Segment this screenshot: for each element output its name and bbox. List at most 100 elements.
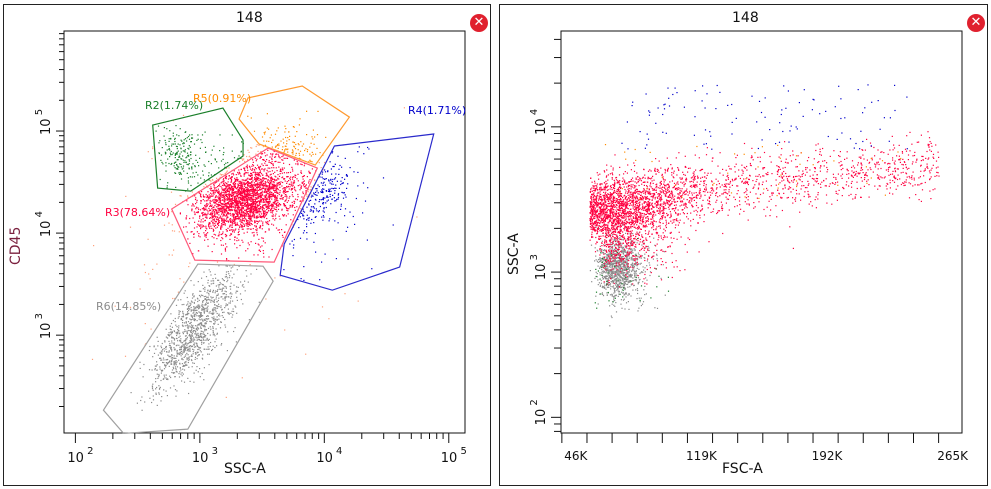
event-dot <box>306 232 308 234</box>
event-dot <box>249 224 251 226</box>
event-dot <box>272 193 274 195</box>
event-dot <box>226 281 228 283</box>
event-dot <box>254 169 256 171</box>
event-dot <box>168 148 170 150</box>
event-dot <box>255 160 257 162</box>
event-dot <box>279 275 281 277</box>
event-dot <box>200 226 202 228</box>
event-dot <box>231 223 233 225</box>
event-dot <box>275 217 277 220</box>
event-dot <box>262 164 264 167</box>
event-dot <box>620 303 622 305</box>
event-dot <box>306 151 308 153</box>
event-dot <box>291 183 293 185</box>
event-dot <box>183 340 185 342</box>
event-dot <box>190 314 192 316</box>
gate-r2[interactable] <box>152 107 244 192</box>
event-dot <box>241 181 243 183</box>
event-dot <box>617 270 619 272</box>
y-tick-label: 10 3 <box>34 313 54 339</box>
event-dot <box>262 252 265 254</box>
event-dot <box>256 144 258 146</box>
event-dot <box>257 211 259 214</box>
event-dot <box>247 159 249 161</box>
event-dot <box>261 193 264 195</box>
event-dot <box>284 125 286 127</box>
event-dot <box>303 180 305 182</box>
event-dot <box>639 272 641 275</box>
event-dot <box>158 393 160 395</box>
event-dot <box>228 209 230 211</box>
event-dot <box>174 140 176 143</box>
event-dot <box>241 158 243 160</box>
event-dot <box>187 361 189 364</box>
event-dot <box>197 337 199 339</box>
event-dot <box>260 173 263 175</box>
event-dot <box>239 226 241 229</box>
event-dot <box>247 196 250 199</box>
event-dot <box>240 214 242 216</box>
gate-r4[interactable] <box>279 133 435 291</box>
gate-r6[interactable] <box>102 263 274 435</box>
event-dot <box>203 186 205 188</box>
event-dot <box>649 274 651 277</box>
event-dot <box>174 321 176 323</box>
event-dot <box>193 236 195 238</box>
event-dot <box>263 191 265 193</box>
event-dot <box>323 181 325 183</box>
event-dot <box>231 134 233 136</box>
event-dot <box>274 189 276 192</box>
event-dot <box>213 202 215 204</box>
event-dot <box>186 336 188 338</box>
event-dot <box>622 292 624 294</box>
event-dot <box>91 358 94 360</box>
event-dot <box>196 366 198 368</box>
event-dot <box>268 209 270 211</box>
event-dot <box>227 206 229 208</box>
event-dot <box>338 187 340 189</box>
event-dot <box>182 365 184 367</box>
event-dot <box>591 281 593 283</box>
event-dot <box>223 223 225 226</box>
event-dot <box>160 359 162 361</box>
event-dot <box>265 199 267 201</box>
event-dot <box>193 211 195 213</box>
event-dot <box>251 178 253 180</box>
gate-r5[interactable] <box>238 85 351 166</box>
event-dot <box>170 191 173 193</box>
event-dot <box>195 336 197 338</box>
event-dot <box>272 178 274 180</box>
event-dot <box>609 325 611 327</box>
event-dot <box>187 354 189 356</box>
event-dot <box>208 224 210 226</box>
event-dot <box>273 178 275 180</box>
event-dot <box>202 213 204 215</box>
gate-r3[interactable] <box>170 147 319 263</box>
event-dot <box>188 309 190 312</box>
event-dot <box>237 186 239 188</box>
event-dot <box>186 163 188 165</box>
event-dot <box>294 206 296 209</box>
event-dot <box>268 185 270 187</box>
event-dot <box>226 259 228 261</box>
event-dot <box>212 313 214 315</box>
event-dot <box>230 204 233 206</box>
event-dot <box>278 193 280 196</box>
event-dot <box>242 189 245 191</box>
event-dot <box>249 175 251 177</box>
event-dot <box>287 151 289 153</box>
close-icon[interactable]: ✕ <box>470 14 488 32</box>
event-dot <box>180 139 182 141</box>
event-dot <box>182 114 185 116</box>
event-dot <box>225 294 227 296</box>
event-dot <box>627 237 630 240</box>
event-dot <box>231 316 233 318</box>
scatter-plot-ssc-vs-cd45[interactable]: R2(1.74%)R5(0.91%)R3(78.64%)R4(1.71%)R6(… <box>4 5 492 487</box>
event-dot <box>218 231 221 233</box>
event-dot <box>230 203 232 205</box>
event-dot <box>204 208 206 210</box>
event-dot <box>256 211 258 214</box>
event-dot <box>170 329 172 331</box>
event-dot <box>287 208 289 210</box>
